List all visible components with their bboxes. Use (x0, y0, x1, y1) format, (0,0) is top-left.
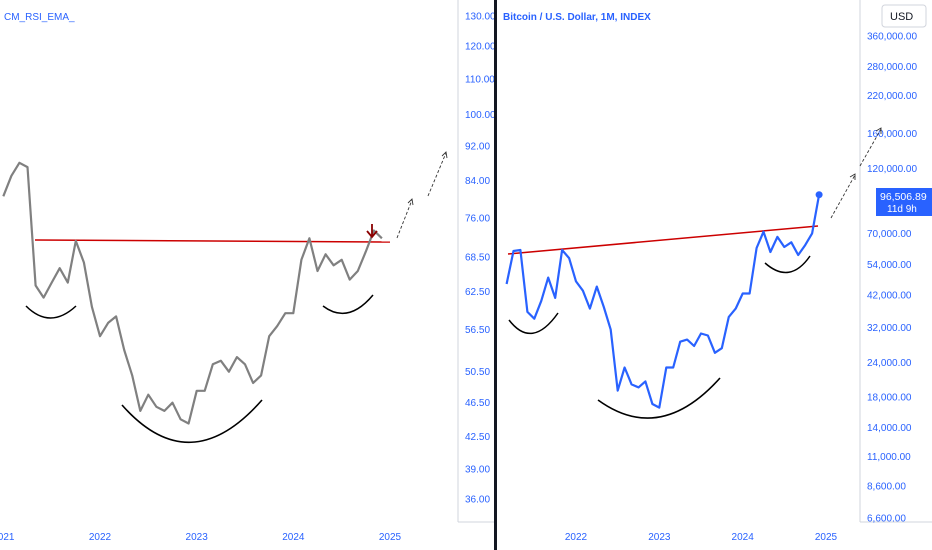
btc-y-tick-label: 42,000.00 (867, 290, 912, 301)
btc-price-badge-bg (876, 188, 932, 216)
rsi-panel: CM_RSI_EMA_ 130.00 120.00 110.00 100.00 92.0… (0, 0, 496, 543)
rsi-series-line[interactable] (2, 161, 383, 425)
rsi-y-tick-label: 92.00 (465, 142, 490, 153)
btc-resistance-trendline (507, 225, 819, 255)
rsi-x-tick-label: 2022 (89, 532, 112, 543)
rsi-y-tick-label: 120.00 (465, 42, 496, 53)
btc-y-tick-label: 14,000.00 (867, 423, 912, 434)
btc-last-price-dot[interactable] (815, 191, 823, 199)
rsi-y-tick-label: 36.00 (465, 495, 490, 506)
currency-button[interactable]: USD (881, 4, 927, 28)
rsi-x-tick-label: 2025 (379, 532, 402, 543)
pane-divider[interactable] (494, 0, 497, 550)
btc-y-tick-label: 160,000.00 (867, 129, 917, 140)
btc-y-tick-label: 220,000.00 (867, 91, 917, 102)
rsi-y-tick-label: 39.00 (465, 464, 490, 475)
btc-x-tick-label: 2024 (732, 532, 755, 543)
currency-button-label[interactable]: USD (890, 11, 913, 23)
btc-y-tick-label: 280,000.00 (867, 62, 917, 73)
btc-projection-arrowhead-1 (849, 173, 856, 180)
rsi-y-tick-label: 130.00 (465, 12, 496, 23)
rsi-y-tick-label: 62.50 (465, 287, 490, 298)
btc-y-tick-label: 120,000.00 (867, 164, 917, 175)
rsi-projection-arrow-2 (427, 152, 447, 197)
btc-projection-arrows (830, 127, 882, 219)
btc-price-badge-value: 96,506.89 (880, 191, 927, 203)
btc-x-axis[interactable]: 2022 2023 2024 2025 (565, 532, 838, 543)
btc-y-tick-label: 8,600.00 (867, 482, 906, 493)
rsi-cup-curve (121, 399, 263, 444)
rsi-marker-head (366, 230, 378, 239)
btc-y-tick-label: 32,000.00 (867, 323, 912, 334)
rsi-y-tick-label: 84.00 (465, 176, 490, 187)
rsi-projection-arrowhead-1 (407, 198, 414, 206)
btc-price-badge-countdown: 11d 9h (887, 204, 917, 215)
rsi-resistance-line (34, 239, 391, 243)
btc-y-tick-label: 6,600.00 (867, 514, 906, 525)
rsi-y-tick-label: 56.50 (465, 325, 490, 336)
btc-y-axis[interactable]: 360,000.00 280,000.00 220,000.00 160,000.00… (867, 32, 917, 525)
rsi-y-tick-label: 50.50 (465, 367, 490, 378)
rsi-x-axis[interactable]: 2021 2022 2023 2024 2025 (0, 532, 402, 543)
btc-y-tick-label: 24,000.00 (867, 358, 912, 369)
btc-projection-arrow-2 (859, 128, 882, 167)
rsi-y-tick-label: 68.50 (465, 253, 490, 264)
btc-x-tick-label: 2025 (815, 532, 838, 543)
rsi-y-tick-label: 46.50 (465, 398, 490, 409)
btc-x-tick-label: 2023 (648, 532, 671, 543)
btc-cup-curve (597, 377, 721, 419)
rsi-y-tick-label: 42.50 (465, 432, 490, 443)
rsi-y-tick-label: 100.00 (465, 110, 496, 121)
rsi-y-tick-label: 110.00 (465, 74, 495, 85)
btc-right-shoulder-curve (764, 255, 811, 274)
rsi-down-arrow-marker (366, 224, 378, 239)
btc-panel: Bitcoin / U.S. Dollar, 1M, INDEX USD 360… (503, 0, 932, 543)
btc-left-shoulder-curve (508, 312, 559, 335)
rsi-left-shoulder-curve (25, 305, 77, 319)
btc-projection-arrowhead-2 (875, 127, 882, 134)
btc-y-tick-label: 11,000.00 (867, 452, 911, 463)
btc-y-tick-label: 70,000.00 (867, 229, 912, 240)
btc-y-tick-label: 18,000.00 (867, 393, 912, 404)
currency-button-box[interactable] (881, 4, 927, 28)
btc-price-line[interactable] (505, 194, 821, 409)
btc-y-tick-label: 360,000.00 (867, 32, 917, 43)
btc-projection-arrow-1 (830, 174, 856, 219)
rsi-projection-arrows (396, 151, 448, 239)
rsi-x-tick-label: 2023 (186, 532, 209, 543)
rsi-indicator-title[interactable]: CM_RSI_EMA_ (4, 12, 75, 23)
rsi-x-tick-label: 2024 (282, 532, 305, 543)
rsi-y-axis[interactable]: 130.00 120.00 110.00 100.00 92.00 84.00 76.00 6… (465, 12, 496, 506)
btc-y-tick-label: 54,000.00 (867, 260, 912, 271)
rsi-right-shoulder-curve (322, 294, 374, 314)
rsi-projection-arrow-1 (396, 199, 413, 239)
btc-x-tick-label: 2022 (565, 532, 588, 543)
rsi-x-tick-label: 2021 (0, 532, 15, 543)
btc-price-badge[interactable]: 96,506.89 11d 9h (876, 188, 932, 216)
rsi-y-tick-label: 76.00 (465, 213, 490, 224)
rsi-projection-arrowhead-2 (441, 151, 448, 159)
btc-chart-title[interactable]: Bitcoin / U.S. Dollar, 1M, INDEX (503, 12, 651, 23)
